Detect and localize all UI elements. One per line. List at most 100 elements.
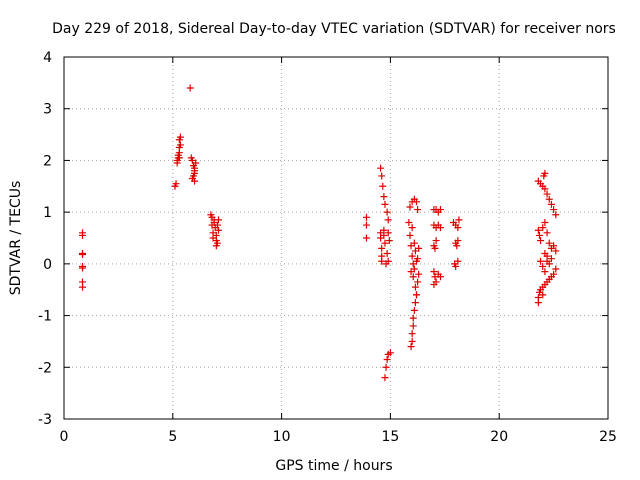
data-point [362, 234, 370, 242]
data-point [381, 374, 389, 382]
data-point [386, 349, 394, 357]
data-point [541, 218, 549, 226]
data-point [380, 193, 388, 201]
data-point [362, 213, 370, 221]
data-point [541, 169, 549, 177]
data-point [410, 306, 418, 314]
data-point [541, 268, 549, 276]
data-point [534, 299, 542, 307]
data-point [407, 343, 415, 351]
x-tick-label: 15 [381, 429, 399, 445]
data-point [408, 337, 416, 345]
data-point [381, 239, 389, 247]
data-point [378, 257, 386, 265]
data-point [406, 203, 414, 211]
axis-ticks [63, 56, 609, 420]
y-tick-label: 3 [43, 102, 52, 118]
data-point [550, 242, 558, 250]
data-point [212, 242, 220, 250]
data-point [539, 262, 547, 270]
data-point [381, 200, 389, 208]
data-point [545, 260, 553, 268]
x-tick-label: 10 [273, 429, 291, 445]
data-point [210, 216, 218, 224]
y-tick-label: -3 [38, 412, 52, 428]
data-point [383, 208, 391, 216]
data-point [410, 239, 418, 247]
data-point [543, 190, 551, 198]
x-tick-label: 20 [490, 429, 508, 445]
data-point [213, 221, 221, 229]
data-point [550, 270, 558, 278]
data-point [78, 251, 86, 259]
data-point [176, 141, 184, 149]
data-point [383, 356, 391, 364]
data-point [436, 206, 444, 214]
data-point [436, 224, 444, 232]
data-point [534, 226, 542, 234]
data-point [414, 206, 422, 214]
data-point [430, 268, 438, 276]
data-point [454, 224, 462, 232]
data-point [539, 291, 547, 299]
y-tick-label: 1 [43, 205, 52, 221]
data-point [379, 182, 387, 190]
x-axis-label: GPS time / hours [275, 458, 392, 474]
data-point [214, 226, 222, 234]
data-point [384, 216, 392, 224]
gridlines [64, 57, 608, 419]
data-point [408, 224, 416, 232]
data-point [406, 231, 414, 239]
data-point [431, 244, 439, 252]
data-point [415, 244, 423, 252]
data-point [413, 198, 421, 206]
data-point [385, 237, 393, 245]
x-tick-label: 25 [599, 429, 617, 445]
data-point [453, 242, 461, 250]
data-point [432, 237, 440, 245]
data-point [408, 330, 416, 338]
y-tick-label: 4 [43, 50, 52, 66]
data-point [413, 291, 421, 299]
data-point [175, 154, 183, 162]
data-point [552, 247, 560, 255]
data-point [380, 226, 388, 234]
data-point [78, 264, 86, 272]
y-tick-labels: -3 -2 -1 0 1 2 3 4 [38, 50, 52, 428]
data-point [455, 216, 463, 224]
data-point [545, 239, 553, 247]
data-point [541, 185, 549, 193]
data-point [192, 159, 200, 167]
data-point [409, 322, 417, 330]
data-point [411, 299, 419, 307]
data-point [547, 200, 555, 208]
data-point [378, 244, 386, 252]
y-axis-label: SDTVAR / TECUs [8, 181, 24, 296]
x-tick-labels: 0 5 10 15 20 25 [60, 429, 617, 445]
data-point [405, 218, 413, 226]
data-point [409, 273, 417, 281]
x-tick-label: 0 [60, 429, 69, 445]
data-point [537, 257, 545, 265]
data-point [407, 268, 415, 276]
data-point [383, 250, 391, 258]
data-point [430, 281, 438, 289]
data-point [78, 283, 86, 291]
data-point [535, 231, 543, 239]
data-point [186, 84, 194, 92]
data-point [408, 252, 416, 260]
plot-frame [63, 56, 609, 420]
data-point [454, 257, 462, 265]
data-point [452, 262, 460, 270]
data-point [547, 255, 555, 263]
data-point [436, 273, 444, 281]
data-point [191, 177, 199, 185]
data-point [382, 260, 390, 268]
y-tick-label: -1 [38, 309, 52, 325]
data-point [537, 237, 545, 245]
data-point [454, 237, 462, 245]
data-point [382, 363, 390, 371]
data-point [543, 229, 551, 237]
data-point [552, 265, 560, 273]
